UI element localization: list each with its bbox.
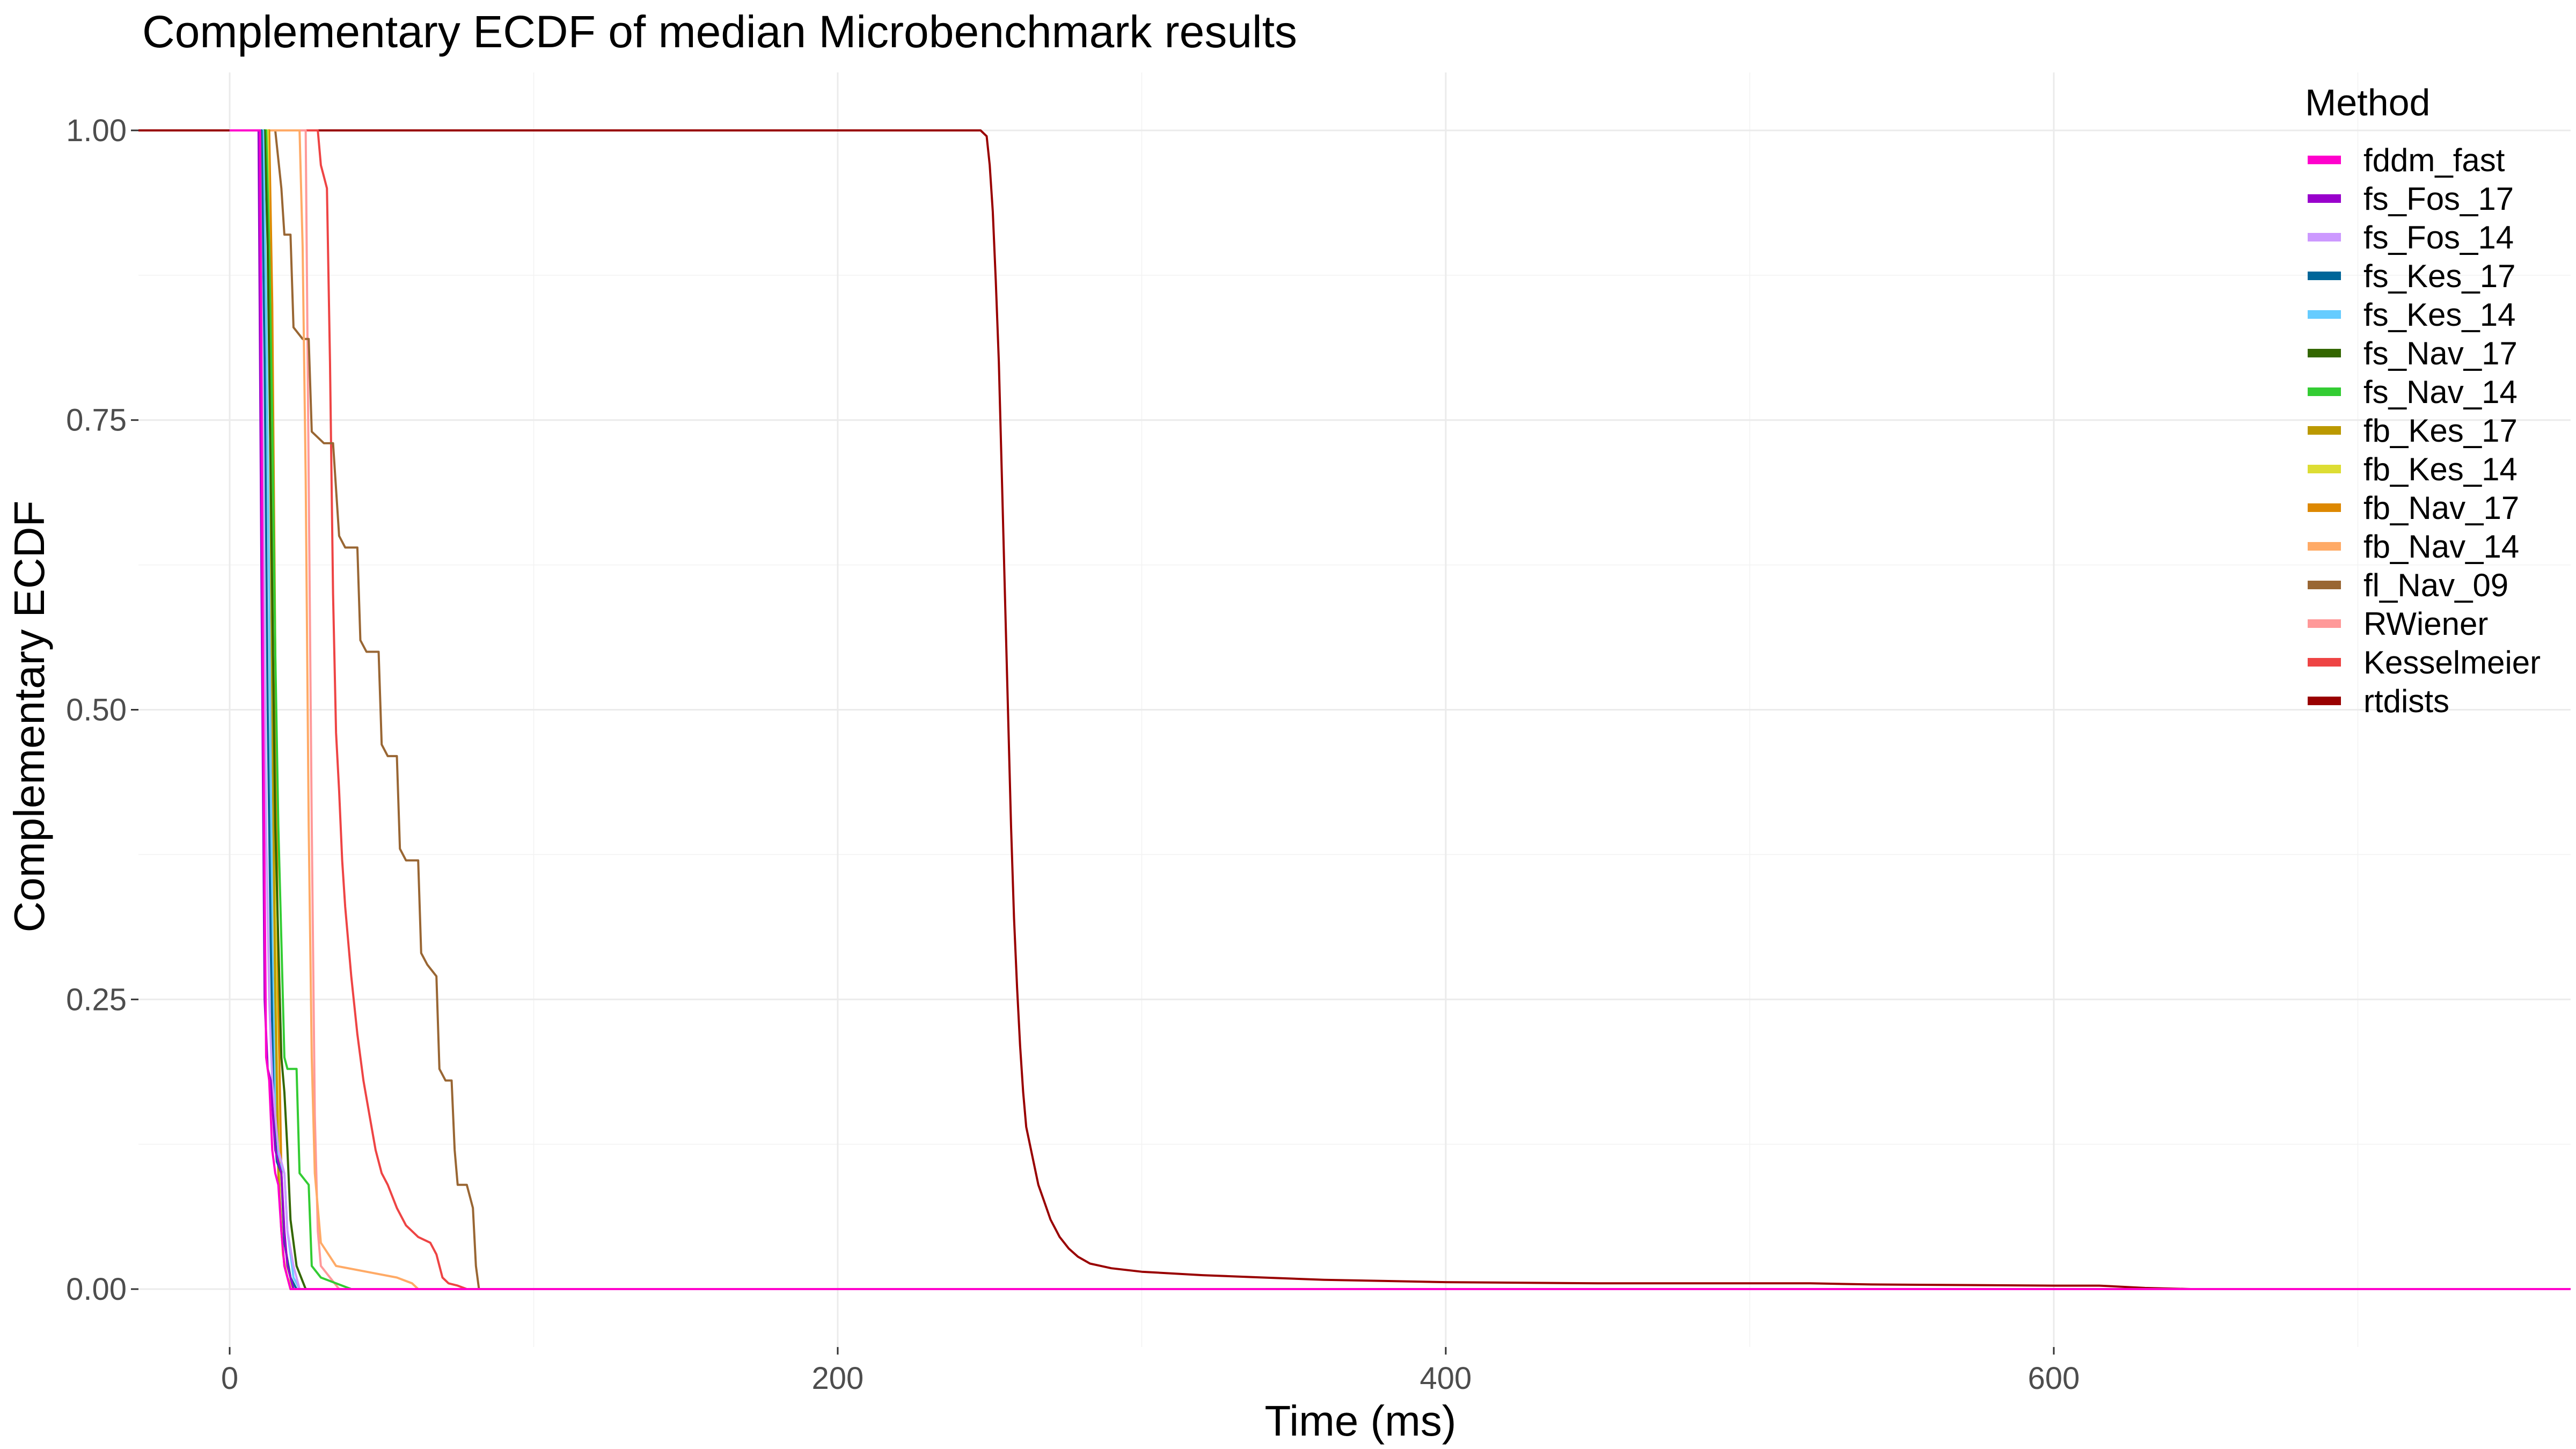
- x-tick-label: 400: [1420, 1361, 1472, 1396]
- y-tick-label: 0.00: [66, 1272, 127, 1307]
- y-axis: 0.00 0.25 0.50 0.75 1.00: [66, 113, 138, 1307]
- major-grid: [138, 72, 2571, 1347]
- legend-label: fs_Kes_17: [2363, 258, 2516, 294]
- series-line-fb-nav-14: [229, 129, 2571, 1290]
- legend-label: fs_Fos_14: [2363, 219, 2514, 255]
- legend-label: fb_Nav_17: [2363, 490, 2519, 526]
- legend: Method fddm_fastfs_Fos_17fs_Fos_14fs_Kes…: [2305, 82, 2541, 719]
- legend-label: fb_Kes_14: [2363, 451, 2518, 487]
- y-tick-label: 0.75: [66, 403, 127, 438]
- series-line-rtdists: [138, 129, 2571, 1290]
- legend-label: rtdists: [2363, 683, 2449, 719]
- legend-title: Method: [2305, 82, 2430, 123]
- legend-label: fs_Nav_14: [2363, 374, 2518, 410]
- legend-label: fb_Nav_14: [2363, 529, 2519, 565]
- legend-label: fddm_fast: [2363, 142, 2505, 178]
- x-tick-label: 600: [2028, 1361, 2080, 1396]
- legend-label: fb_Kes_17: [2363, 413, 2518, 449]
- x-tick-label: 0: [221, 1361, 238, 1396]
- chart-title: Complementary ECDF of median Microbenchm…: [142, 6, 1297, 57]
- x-axis-title: Time (ms): [1265, 1397, 1457, 1445]
- series-line-fs-nav-14: [229, 129, 2571, 1290]
- minor-grid: [138, 72, 2571, 1347]
- series-line-kesselmeier: [229, 129, 2571, 1290]
- x-tick-label: 200: [812, 1361, 864, 1396]
- y-tick-label: 0.50: [66, 693, 127, 728]
- legend-label: Kesselmeier: [2363, 645, 2541, 680]
- legend-items: fddm_fastfs_Fos_17fs_Fos_14fs_Kes_17fs_K…: [2308, 142, 2541, 719]
- y-tick-label: 0.25: [66, 982, 127, 1017]
- series-line-fl-nav-09: [229, 129, 2571, 1290]
- legend-label: fs_Kes_14: [2363, 297, 2516, 333]
- legend-label: fs_Fos_17: [2363, 181, 2514, 217]
- series-line-fddm-fast: [229, 129, 2571, 1290]
- legend-label: fl_Nav_09: [2363, 567, 2508, 603]
- series-layer: [138, 129, 2571, 1290]
- y-tick-label: 1.00: [66, 113, 127, 148]
- legend-label: fs_Nav_17: [2363, 335, 2518, 371]
- x-axis: 0 200 400 600: [221, 1347, 2080, 1396]
- legend-label: RWiener: [2363, 606, 2488, 642]
- series-line-fs-nav-17: [229, 129, 2571, 1290]
- y-axis-title: Complementary ECDF: [5, 501, 53, 933]
